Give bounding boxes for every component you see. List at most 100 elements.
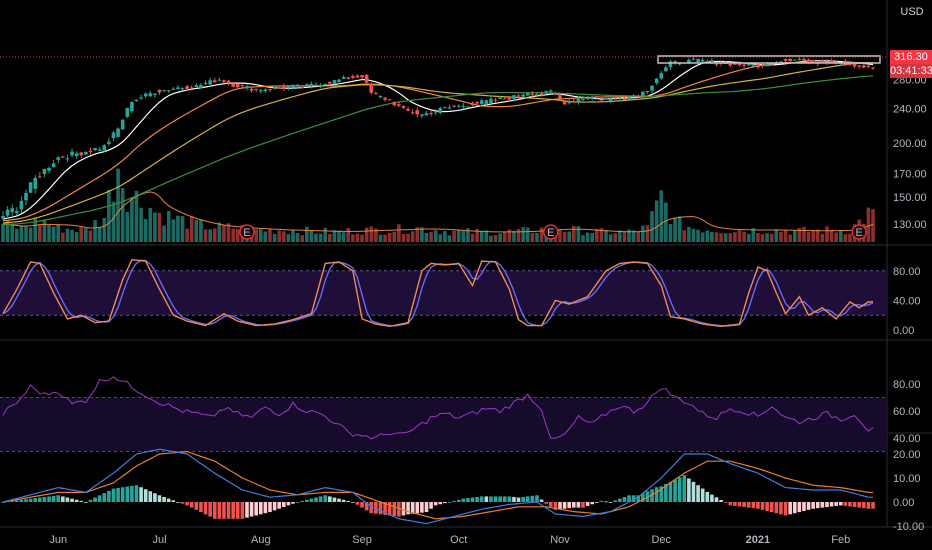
candle <box>369 82 374 95</box>
rsi-line <box>2 376 874 440</box>
macd-histogram-bar <box>387 502 392 516</box>
volume-bar <box>470 233 475 242</box>
candle-body <box>88 150 93 152</box>
candle <box>295 84 300 89</box>
macd-histogram-bar <box>714 497 719 502</box>
volume-bar <box>682 230 687 242</box>
macd-histogram-bar <box>222 502 226 519</box>
macd-histogram-bar <box>148 491 153 502</box>
volume-bar <box>120 188 125 242</box>
candle-body <box>797 58 802 60</box>
candle-body <box>452 105 456 107</box>
currency-button[interactable]: USD <box>897 4 927 21</box>
candle-body <box>374 93 378 95</box>
volume-bar <box>438 234 443 242</box>
macd-histogram-bar <box>203 502 208 515</box>
candle-body <box>378 96 383 98</box>
candle-body <box>691 58 696 60</box>
macd-histogram-bar <box>866 502 871 509</box>
macd-histogram-bar <box>185 502 189 506</box>
candle-body <box>829 60 834 63</box>
macd-histogram-bar <box>705 491 710 502</box>
candle-body <box>401 105 406 108</box>
macd-histogram-bar <box>618 498 622 502</box>
macd-histogram-bar <box>622 496 627 502</box>
candle <box>659 70 664 81</box>
macd-histogram-bar <box>295 502 300 503</box>
candle <box>33 175 38 194</box>
volume-bar <box>305 226 309 242</box>
volume-bar <box>79 226 84 242</box>
candle-body <box>742 64 746 66</box>
candle <box>134 99 139 102</box>
macd-histogram-bar <box>820 502 825 508</box>
candle-body <box>263 89 268 92</box>
macd-histogram-bar <box>341 499 346 502</box>
time-axis-label: 2021 <box>746 534 770 546</box>
candle <box>622 95 627 100</box>
candle <box>871 66 875 70</box>
volume-bar <box>295 233 300 242</box>
macd-histogram-bar <box>484 496 489 502</box>
volume-bar <box>558 229 562 242</box>
macd-histogram-bar <box>93 497 97 502</box>
candle-body <box>51 163 56 168</box>
candle-body <box>461 105 466 107</box>
candle <box>820 59 825 63</box>
macd-histogram-bar <box>143 489 148 502</box>
macd-histogram-bar <box>258 502 263 515</box>
macd-histogram-bar <box>332 497 337 502</box>
volume-bar <box>341 232 346 242</box>
candle-body <box>314 84 318 86</box>
macd-histogram-bar <box>383 502 387 515</box>
macd-histogram-bar <box>461 498 466 502</box>
candle-body <box>318 85 323 87</box>
candle <box>180 87 185 91</box>
macd-histogram-bar <box>576 502 581 508</box>
macd-histogram-bar <box>254 502 258 516</box>
candle <box>516 94 521 99</box>
macd-histogram-bar <box>166 498 171 502</box>
candle-body <box>861 65 866 68</box>
volume-bar <box>351 234 355 242</box>
candle-body <box>857 65 861 67</box>
macd-histogram-bar <box>139 487 143 502</box>
earnings-label: E <box>243 227 250 239</box>
macd-histogram-bar <box>521 496 525 502</box>
volume-bar <box>93 220 97 242</box>
candle <box>309 81 314 89</box>
macd-histogram-bar <box>199 502 203 513</box>
volume-bar <box>779 231 783 242</box>
candle-body <box>618 99 622 101</box>
candle-body <box>143 93 148 97</box>
candlesticks[interactable] <box>1 56 875 221</box>
candle <box>125 107 130 119</box>
candle <box>558 93 562 100</box>
volume-bar <box>567 231 571 242</box>
candle-body <box>765 63 769 67</box>
candle <box>475 101 479 105</box>
macd-histogram-bar <box>691 481 696 502</box>
candle <box>392 101 397 107</box>
macd-histogram-bar <box>61 496 65 502</box>
macd-axis-label: 0.00 <box>893 497 914 509</box>
volume-bar <box>212 228 217 242</box>
rsi-axis-label: 40.00 <box>893 433 921 445</box>
volume-bar <box>843 234 848 242</box>
volume-bar <box>65 228 70 242</box>
candle-body <box>107 141 111 145</box>
volume-bar <box>618 230 622 242</box>
volume-bar <box>47 224 51 242</box>
earnings-label: E <box>547 227 554 239</box>
candle-body <box>176 87 180 90</box>
macd-histogram-bar <box>443 502 447 504</box>
macd-histogram-bar <box>226 502 231 519</box>
candle <box>245 84 249 91</box>
candle-body <box>811 60 815 62</box>
candle-body <box>369 83 374 93</box>
candle-body <box>305 84 309 86</box>
earnings-circle <box>851 224 867 240</box>
candle <box>65 154 70 163</box>
